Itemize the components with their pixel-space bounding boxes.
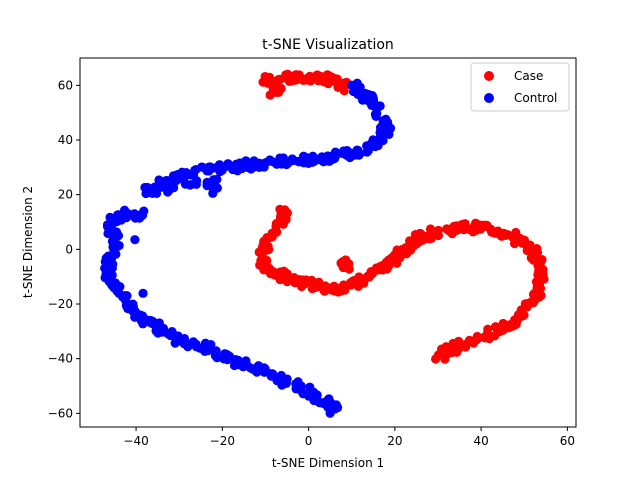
data-point-case <box>263 76 273 87</box>
data-point-control <box>238 362 248 372</box>
data-point-case <box>433 225 444 236</box>
y-axis: −60 −40 −20 0 20 40 60 <box>48 78 80 420</box>
points-layer <box>100 69 549 418</box>
legend-marker-control <box>484 93 494 103</box>
chart-title: t-SNE Visualization <box>262 37 394 53</box>
data-point-control <box>130 210 140 221</box>
data-point-control <box>192 176 202 186</box>
data-point-control <box>203 345 213 356</box>
data-point-case <box>482 329 492 339</box>
data-point-control <box>249 156 259 166</box>
x-tick-label: −20 <box>210 434 235 448</box>
data-point-control <box>138 319 148 329</box>
data-point-control <box>223 159 233 169</box>
data-point-case <box>264 263 274 274</box>
data-point-case <box>431 354 441 364</box>
x-tick-label: 0 <box>305 434 313 448</box>
data-point-control <box>212 183 222 193</box>
data-point-control <box>158 327 168 337</box>
y-axis-title: t-SNE Dimension 2 <box>21 186 35 298</box>
data-point-control <box>267 369 277 379</box>
data-point-control <box>325 408 335 418</box>
data-point-case <box>344 264 354 274</box>
data-point-case <box>296 281 307 292</box>
data-point-case <box>461 342 471 352</box>
legend-box <box>470 62 570 112</box>
data-point-control <box>370 141 380 152</box>
data-point-case <box>522 245 532 256</box>
data-point-case <box>339 78 349 88</box>
data-point-control <box>183 342 193 352</box>
legend-marker-case <box>484 71 494 81</box>
y-tick-label: 60 <box>58 78 73 92</box>
data-point-control <box>212 353 222 363</box>
data-point-control <box>281 378 291 388</box>
data-point-control <box>293 156 303 166</box>
data-point-case <box>534 280 544 291</box>
y-tick-label: 20 <box>58 188 73 202</box>
legend-label-case: Case <box>514 69 543 83</box>
x-tick-label: 40 <box>473 434 488 448</box>
data-point-control <box>138 288 148 298</box>
data-point-control <box>363 142 373 152</box>
legend: Case Control <box>470 62 570 112</box>
data-point-control <box>171 176 181 186</box>
data-point-control <box>149 186 160 196</box>
y-tick-label: −40 <box>48 352 73 366</box>
data-point-control <box>135 310 146 320</box>
data-point-control <box>171 337 181 347</box>
data-point-case <box>346 280 356 290</box>
data-point-case <box>478 220 488 230</box>
data-point-control <box>312 390 322 400</box>
x-tick-label: 60 <box>560 434 575 448</box>
y-tick-label: −60 <box>48 406 73 420</box>
data-point-control <box>103 228 113 238</box>
data-point-control <box>371 102 381 112</box>
data-point-case <box>339 86 349 96</box>
data-point-control <box>130 235 140 245</box>
data-point-control <box>141 188 151 199</box>
plot-frame <box>79 57 577 428</box>
x-axis-title: t-SNE Dimension 1 <box>272 456 384 470</box>
x-tick-label: −40 <box>123 434 148 448</box>
data-point-case <box>263 244 274 255</box>
y-tick-label: 40 <box>58 133 73 147</box>
y-tick-label: −20 <box>48 297 73 311</box>
data-point-control <box>377 132 387 142</box>
data-point-control <box>371 111 381 122</box>
data-point-control <box>354 150 364 160</box>
legend-label-control: Control <box>514 91 557 105</box>
y-tick-label: 0 <box>65 242 73 256</box>
x-axis: −40 −20 0 20 40 60 <box>123 427 575 448</box>
data-point-case <box>304 73 314 83</box>
data-point-case <box>262 233 272 243</box>
x-tick-label: 20 <box>387 434 402 448</box>
data-point-case <box>491 322 501 333</box>
